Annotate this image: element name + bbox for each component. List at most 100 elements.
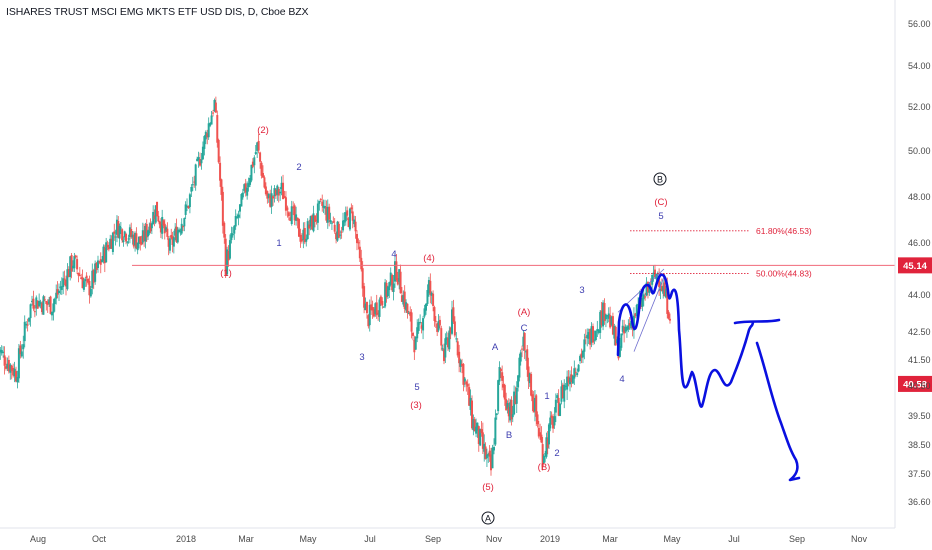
candle-body — [533, 397, 536, 412]
candle-body — [67, 269, 70, 278]
time-tick-label: Nov — [851, 534, 868, 544]
candle-body — [276, 185, 279, 195]
wave-label: B — [506, 430, 512, 441]
candle-body — [295, 214, 298, 221]
candle-body — [497, 380, 500, 412]
candle-body — [532, 400, 535, 413]
candle-body — [570, 374, 573, 383]
candle-body — [322, 205, 325, 208]
candle-body — [510, 399, 513, 420]
candle-body — [19, 345, 22, 355]
candle-body — [2, 351, 5, 353]
candle-body — [494, 417, 497, 445]
candle-body — [385, 282, 388, 298]
candle-body — [557, 397, 560, 416]
candle-body — [546, 439, 549, 448]
candle-body — [166, 228, 169, 237]
candle-body — [80, 277, 83, 280]
candle-body — [305, 238, 308, 242]
candle-body — [347, 218, 350, 227]
candle-body — [328, 206, 331, 220]
price-tick-label: 52.00 — [908, 102, 931, 112]
candle-body — [324, 206, 327, 209]
candle-body — [389, 272, 392, 285]
candle-body — [451, 309, 453, 334]
wave-label: 2 — [296, 162, 301, 173]
candle-body — [200, 159, 203, 164]
candle-body — [157, 215, 160, 222]
candle-body — [187, 205, 190, 209]
price-tick-label: 42.50 — [908, 327, 931, 337]
candle-body — [243, 184, 246, 191]
candle-body — [311, 215, 314, 230]
candle-body — [153, 215, 156, 220]
candle-body — [110, 238, 113, 249]
candle-body — [635, 304, 638, 317]
candle-body — [614, 326, 617, 346]
candle-body — [530, 373, 533, 396]
candle-body — [353, 219, 356, 225]
candle-body — [642, 294, 645, 300]
candle-body — [249, 178, 252, 185]
candle-body — [416, 327, 419, 339]
candle-body — [233, 225, 236, 234]
candle-body — [227, 250, 230, 261]
candle-body — [197, 157, 200, 161]
wave-label: C — [521, 323, 528, 334]
candle-body — [405, 302, 408, 311]
price-tick-label: 44.00 — [908, 290, 931, 300]
candle-body — [587, 332, 590, 339]
candle-body — [556, 395, 559, 398]
candle-body — [183, 218, 186, 227]
candle-body — [95, 262, 98, 270]
candle-body — [667, 311, 670, 319]
candle-body — [25, 323, 28, 326]
candle-body — [485, 454, 488, 459]
candle-body — [140, 241, 143, 245]
candle-body — [293, 205, 296, 221]
candle-body — [156, 201, 159, 217]
candle-body — [230, 233, 233, 241]
candle-body — [46, 302, 49, 305]
candle-body — [554, 399, 557, 413]
candle-body — [89, 288, 92, 297]
candle-body — [539, 432, 542, 436]
wave-circle — [653, 172, 667, 186]
candle-body — [32, 298, 35, 309]
candle-body — [179, 230, 182, 232]
candle-body — [429, 280, 432, 295]
candle-body — [115, 219, 118, 235]
candle-body — [87, 278, 89, 283]
candle-body — [99, 259, 102, 265]
candle-body — [564, 385, 567, 387]
candle-body — [145, 223, 148, 238]
candle-body — [257, 140, 260, 151]
candle-body — [515, 387, 518, 404]
candle-body — [17, 348, 20, 379]
time-tick-label: Jul — [364, 534, 376, 544]
candle-body — [531, 394, 534, 402]
wave-label: (5) — [482, 482, 494, 493]
candle-body — [117, 221, 120, 238]
candle-body — [92, 270, 95, 283]
candle-body — [280, 182, 283, 190]
wave-label: 3 — [579, 285, 584, 296]
candle-body — [60, 286, 63, 290]
candle-body — [393, 261, 396, 282]
candle-body — [567, 376, 570, 383]
candle-body — [49, 296, 52, 314]
candle-body — [400, 295, 403, 302]
candle-body — [630, 321, 633, 329]
candle-body — [624, 326, 627, 332]
candle-body — [518, 357, 521, 378]
candle-body — [59, 286, 62, 288]
candle-body — [346, 210, 349, 216]
price-tag-level — [898, 257, 932, 274]
candle-body — [81, 277, 84, 289]
time-tick-label: Aug — [30, 534, 46, 544]
candle-body — [107, 247, 110, 250]
candle-body — [256, 142, 259, 151]
candle-body — [402, 294, 405, 305]
candle-body — [568, 377, 571, 385]
